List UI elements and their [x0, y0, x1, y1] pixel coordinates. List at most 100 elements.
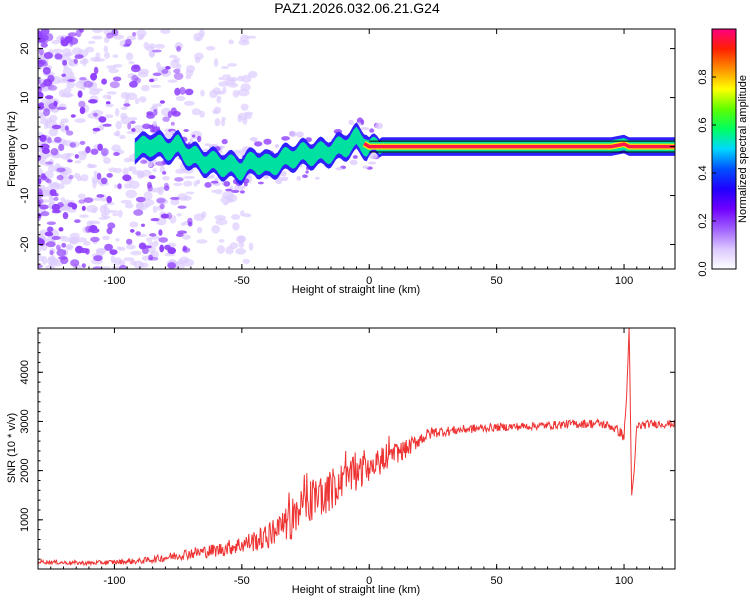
colorbar-gradient: [711, 28, 737, 270]
noise-blob-faint: [95, 248, 106, 256]
noise-blob-faint: [88, 40, 96, 45]
noise-blob: [67, 79, 76, 82]
noise-blob-faint: [193, 213, 205, 221]
noise-blob-faint: [240, 103, 249, 111]
noise-blob: [164, 185, 170, 191]
noise-blob-faint: [103, 157, 111, 165]
noise-blob-faint: [173, 182, 183, 187]
noise-blob: [187, 221, 193, 227]
noise-blob: [67, 159, 73, 163]
noise-blob: [45, 95, 54, 100]
noise-blob-faint: [230, 78, 236, 86]
noise-blob-faint: [211, 189, 217, 193]
noise-blob-faint: [108, 167, 117, 173]
ridge-noise-blob: [305, 170, 309, 174]
noise-blob-faint: [209, 89, 218, 99]
ridge-noise-blob: [149, 128, 156, 133]
noise-blob-faint: [155, 103, 163, 107]
noise-blob: [112, 76, 122, 82]
noise-blob: [38, 86, 42, 94]
noise-blob-faint: [225, 194, 238, 203]
noise-blob: [77, 90, 83, 98]
noise-blob-faint: [232, 90, 240, 98]
noise-blob-faint: [194, 56, 201, 64]
noise-blob-faint: [175, 168, 186, 174]
noise-blob-faint: [183, 180, 193, 187]
noise-blob: [55, 244, 61, 251]
noise-blob: [159, 100, 165, 104]
y-tick-label: 2000: [19, 458, 31, 482]
noise-blob-faint: [122, 167, 129, 176]
noise-blob-faint: [143, 191, 153, 201]
noise-blob: [83, 197, 94, 204]
noise-blob-faint: [228, 39, 234, 45]
noise-blob-faint: [240, 83, 251, 92]
noise-blob: [67, 32, 77, 37]
x-tick-label: 100: [615, 275, 633, 287]
noise-blob-faint: [83, 240, 91, 246]
ridge-noise-blob: [155, 126, 161, 131]
noise-blob-faint: [167, 79, 178, 83]
noise-blob-faint: [232, 222, 240, 231]
noise-blob: [146, 111, 154, 116]
ridge-noise-blob: [275, 177, 283, 185]
noise-blob-faint: [115, 238, 120, 242]
ridge-noise-blob: [280, 176, 289, 182]
noise-blob: [127, 122, 132, 130]
noise-blob: [176, 45, 182, 52]
noise-blob: [98, 116, 107, 123]
figure-title: PAZ1.2026.032.06.21.G24: [274, 0, 440, 16]
noise-blob: [106, 173, 113, 178]
ridge-noise-blob: [197, 135, 202, 143]
noise-blob-faint: [228, 82, 239, 88]
noise-blob-faint: [125, 92, 138, 101]
spectrogram-x-axis: -100 -50 0 50 100: [50, 29, 676, 287]
ridge-noise-blob: [360, 127, 370, 131]
noise-blob: [40, 42, 48, 48]
noise-blob-faint: [113, 131, 120, 137]
noise-blob: [131, 64, 140, 69]
noise-blob-faint: [156, 62, 161, 69]
noise-blob: [177, 230, 188, 234]
noise-blob-faint: [104, 114, 114, 118]
noise-blob: [43, 108, 51, 117]
noise-blob-faint: [112, 54, 119, 58]
noise-blob: [40, 143, 50, 150]
noise-blob-faint: [155, 43, 165, 49]
ridge-noise-blob: [147, 161, 153, 168]
noise-blob: [62, 59, 68, 66]
noise-blob-faint: [101, 266, 112, 269]
noise-blob-faint: [73, 173, 81, 179]
noise-blob: [44, 177, 49, 182]
noise-blob-faint: [106, 65, 117, 69]
x-tick-label: -50: [234, 275, 250, 287]
noise-blob: [65, 130, 74, 136]
noise-blob: [88, 99, 98, 104]
noise-blob-faint: [150, 84, 162, 88]
noise-blob: [184, 88, 194, 96]
noise-blob-faint: [196, 226, 203, 234]
noise-blob: [162, 116, 170, 122]
noise-blob-faint: [99, 205, 107, 214]
noise-blob-faint: [218, 239, 225, 243]
noise-blob: [90, 148, 99, 155]
noise-blob: [45, 241, 56, 248]
noise-blob-faint: [244, 113, 253, 120]
noise-blob: [148, 175, 156, 180]
noise-blob: [38, 214, 41, 222]
noise-blob: [39, 204, 49, 210]
noise-blob: [47, 85, 58, 91]
noise-blob: [79, 140, 86, 145]
noise-blob: [38, 237, 43, 244]
noise-blob-faint: [65, 245, 74, 249]
noise-blob-faint: [191, 108, 201, 116]
ridge-noise-blob: [247, 173, 251, 178]
noise-blob-faint: [110, 255, 115, 264]
x-tick-label: -100: [103, 275, 125, 287]
ridge-noise-blob: [257, 181, 264, 185]
noise-blob-faint: [216, 245, 225, 254]
ridge-core: [363, 142, 675, 149]
x-tick-label: 50: [491, 575, 503, 587]
noise-blob: [158, 229, 163, 236]
